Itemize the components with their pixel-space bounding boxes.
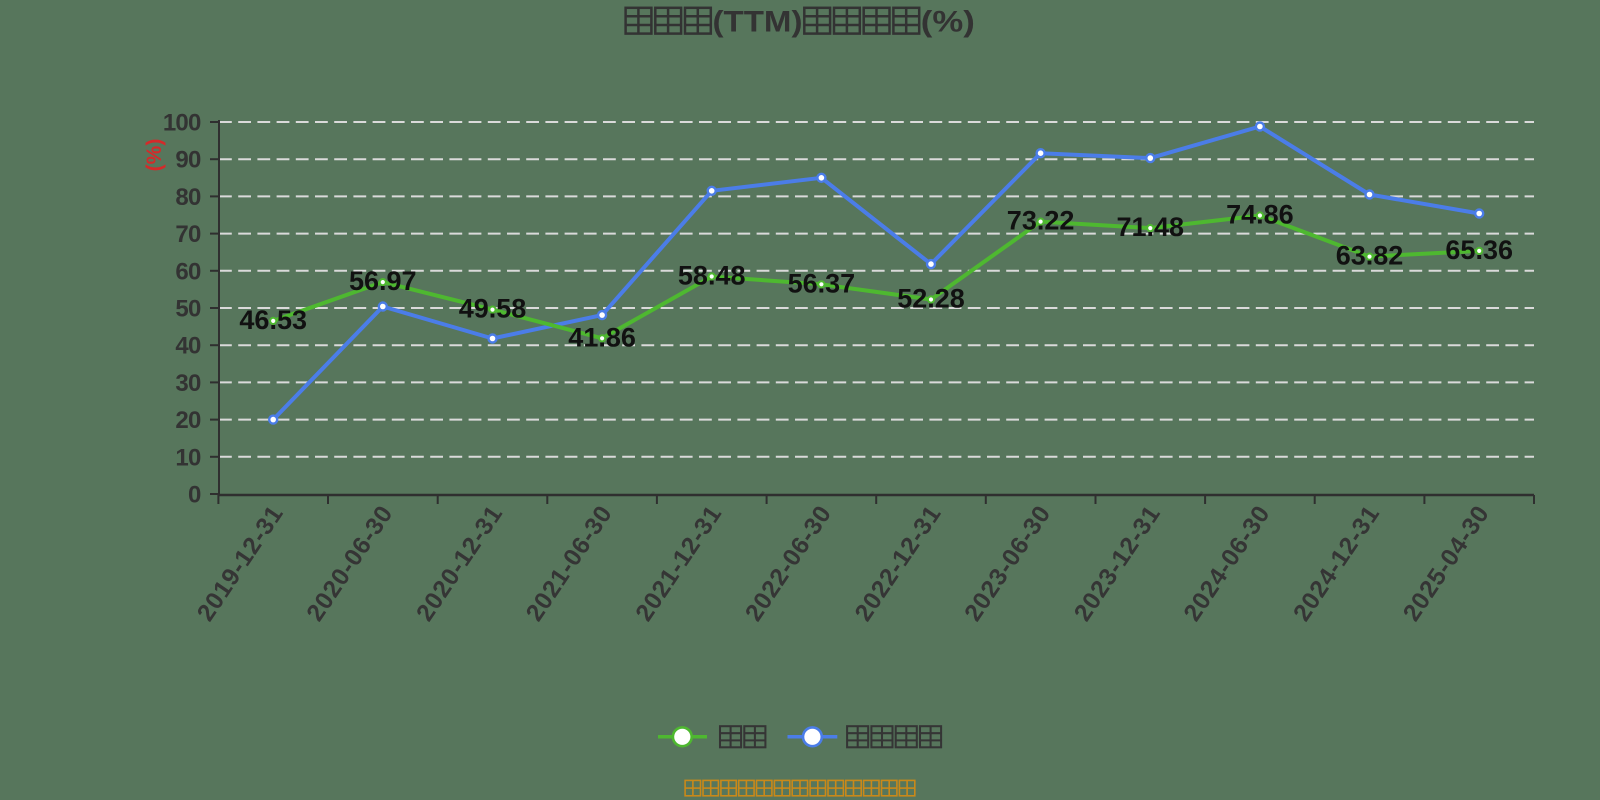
svg-text:(%): (%) — [921, 6, 975, 39]
svg-text:80: 80 — [175, 184, 201, 211]
svg-text:50: 50 — [175, 296, 201, 323]
svg-text:46.53: 46.53 — [239, 305, 307, 335]
svg-text:56.37: 56.37 — [788, 268, 856, 298]
svg-text:52.28: 52.28 — [897, 284, 965, 314]
svg-text:70: 70 — [175, 221, 201, 248]
svg-text:65.36: 65.36 — [1445, 235, 1513, 265]
svg-text:20: 20 — [175, 407, 201, 434]
svg-text:60: 60 — [175, 258, 201, 285]
svg-text:49.58: 49.58 — [459, 294, 527, 324]
svg-text:56.97: 56.97 — [349, 266, 417, 296]
svg-text:73.22: 73.22 — [1007, 206, 1075, 236]
svg-text:10: 10 — [175, 444, 201, 471]
svg-text:71.48: 71.48 — [1117, 212, 1185, 242]
svg-text:100: 100 — [163, 110, 201, 137]
svg-text:(%): (%) — [143, 139, 166, 172]
svg-text:0: 0 — [188, 482, 201, 509]
svg-text:41.86: 41.86 — [568, 322, 636, 352]
svg-text:58.48: 58.48 — [678, 261, 746, 291]
svg-text:74.86: 74.86 — [1226, 200, 1294, 230]
svg-text:90: 90 — [175, 147, 201, 174]
svg-text:63.82: 63.82 — [1336, 241, 1404, 271]
svg-text:40: 40 — [175, 333, 201, 360]
svg-text:30: 30 — [175, 370, 201, 397]
svg-text:(TTM): (TTM) — [713, 6, 803, 39]
